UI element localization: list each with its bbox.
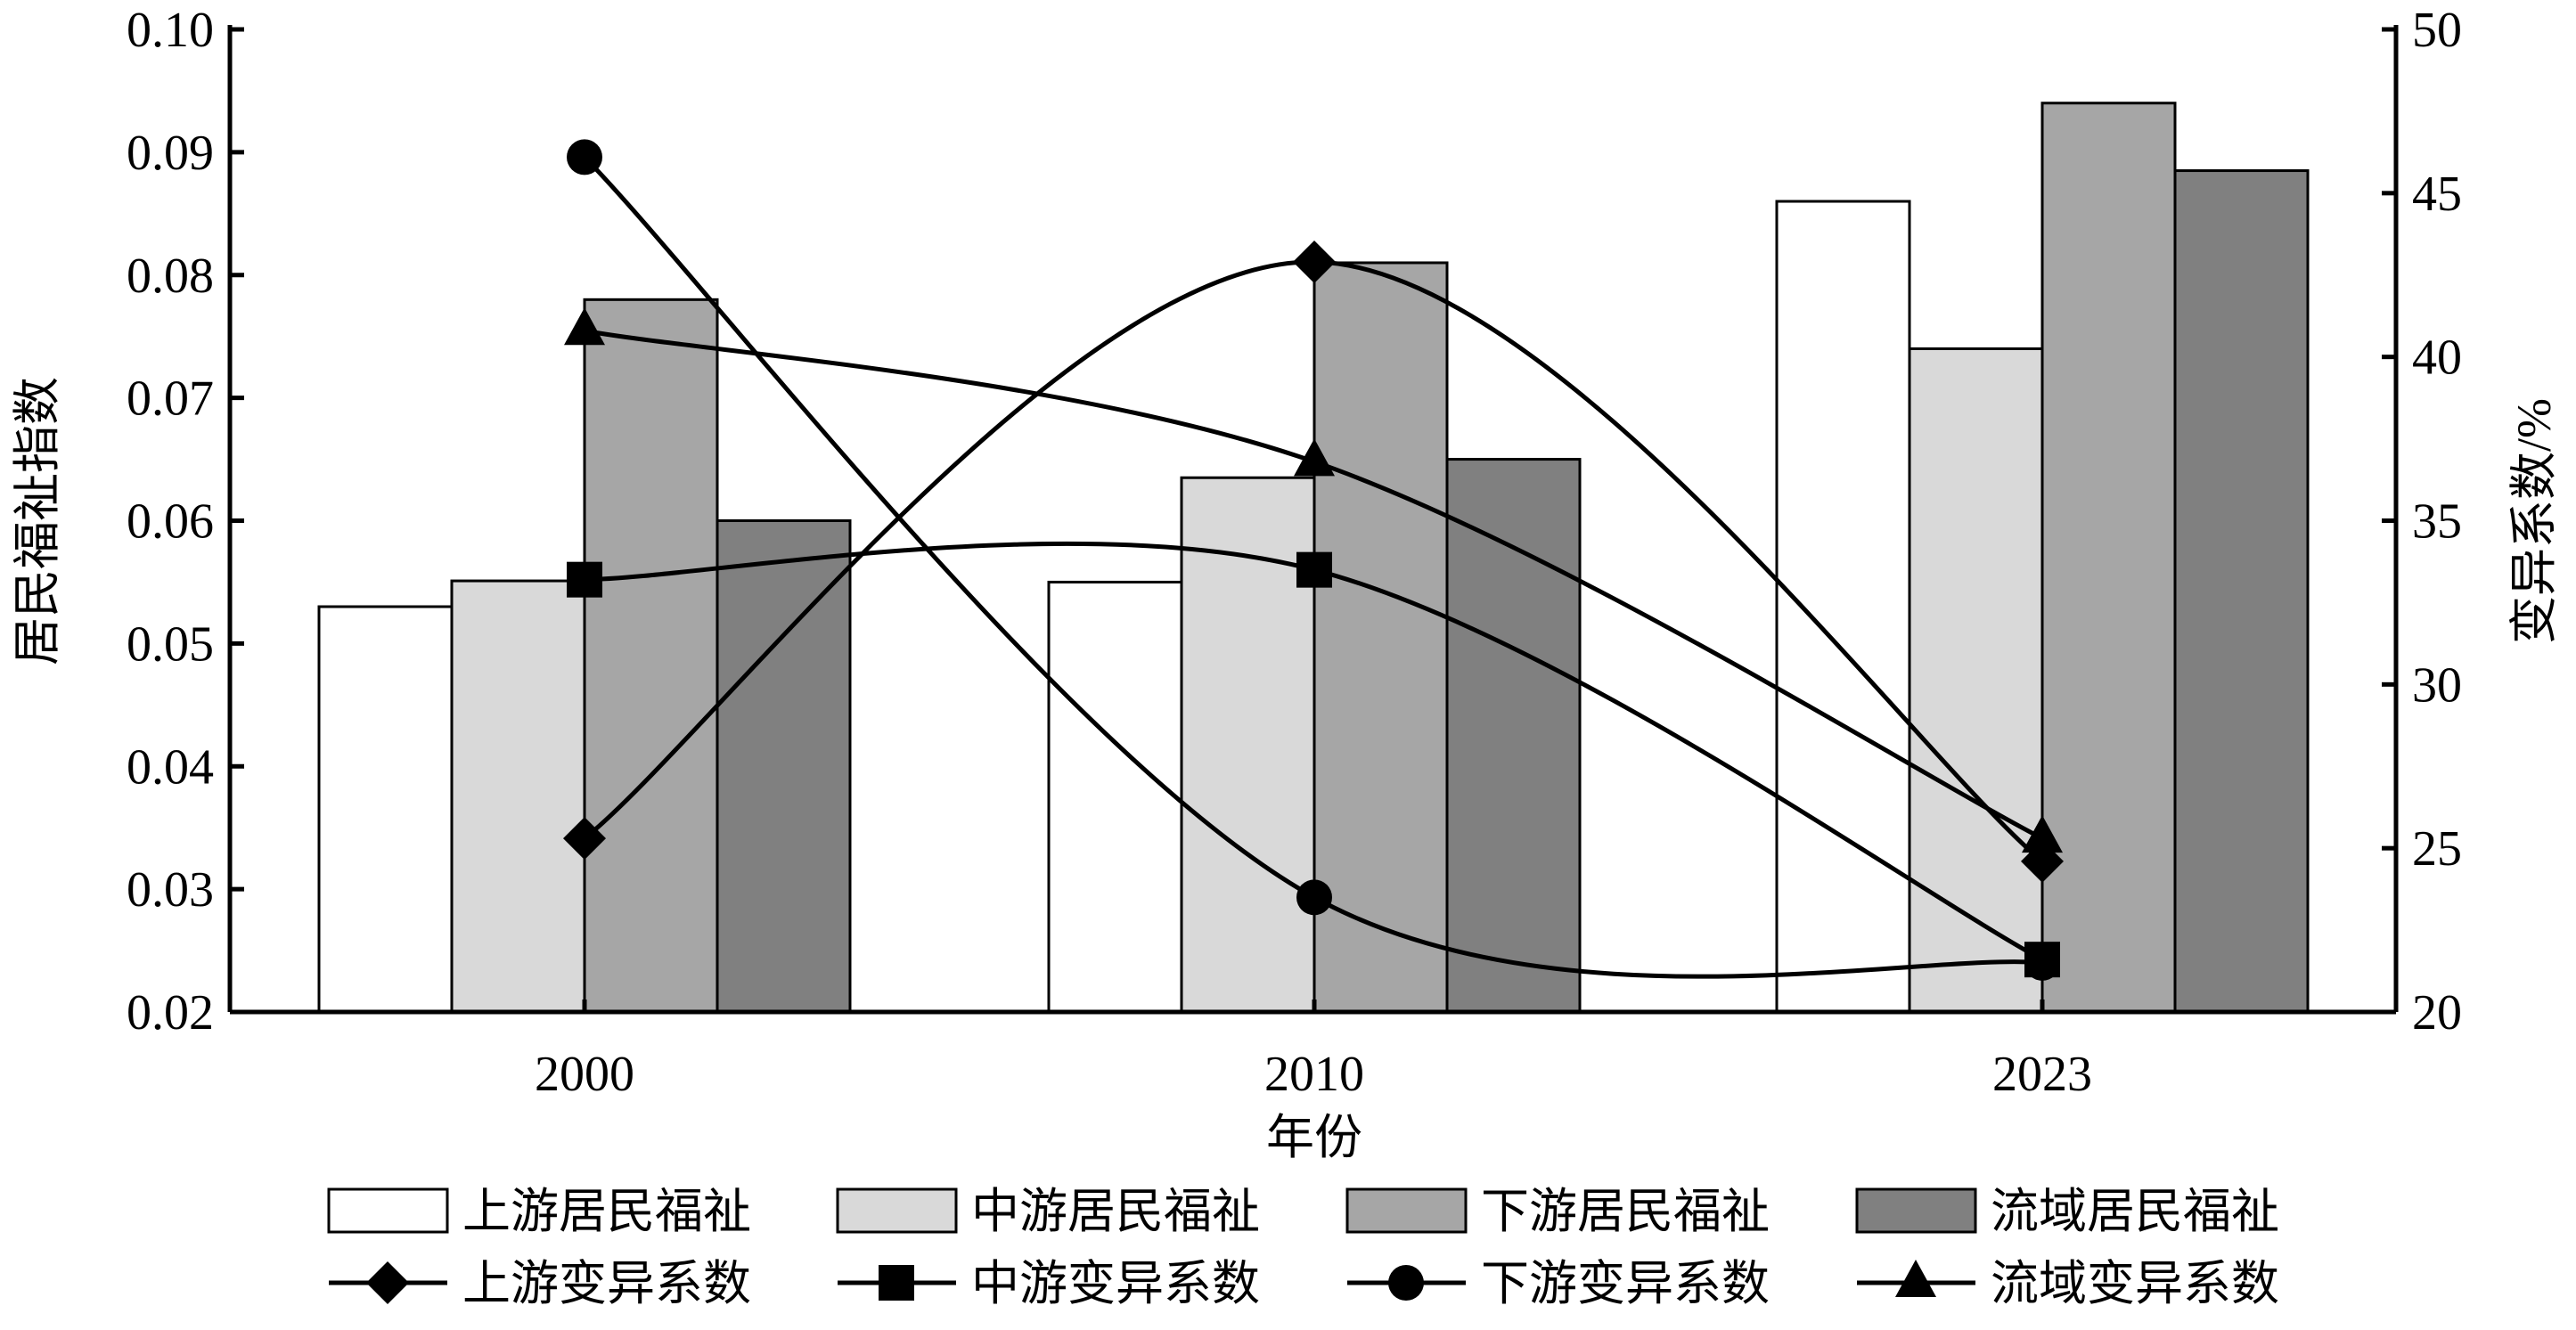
- y-tick-label: 0.04: [127, 739, 214, 795]
- y2-tick-label: 40: [2412, 330, 2462, 386]
- circle-marker: [1388, 1265, 1424, 1301]
- x-tick-label: 2000: [535, 1047, 634, 1102]
- diamond-marker: [1293, 241, 1336, 284]
- y2-tick-label: 30: [2412, 657, 2462, 713]
- legend-swatch: [327, 1187, 449, 1234]
- circle-marker: [567, 139, 602, 175]
- y2-tick-label: 50: [2412, 3, 2462, 58]
- y-tick-label: 0.05: [127, 616, 214, 672]
- legend-label: 下游居民福祉: [1481, 1185, 1770, 1238]
- bar: [450, 579, 586, 1014]
- square-marker: [1296, 551, 1332, 588]
- bar: [1047, 580, 1183, 1014]
- x-tick-label: 2023: [1992, 1047, 2092, 1102]
- line-series: [583, 155, 2043, 979]
- legend-label: 上游居民福祉: [462, 1185, 751, 1238]
- circle-marker: [2024, 944, 2060, 981]
- y2-tick-label: 35: [2412, 494, 2462, 550]
- y-axis-label: 居民福祉指数: [11, 377, 64, 665]
- bar: [2040, 102, 2177, 1014]
- legend-label: 上游变异系数: [462, 1257, 751, 1310]
- legend-swatch: [1855, 1187, 1977, 1234]
- legend-label: 中游变异系数: [971, 1257, 1260, 1310]
- legend-label: 流域居民福祉: [1991, 1185, 2279, 1238]
- legend-label: 流域变异系数: [1991, 1257, 2279, 1310]
- y-tick-label: 0.06: [127, 494, 214, 550]
- x-tick-label: 2010: [1264, 1047, 1364, 1102]
- bar: [2173, 169, 2310, 1014]
- x-axis-label: 年份: [1266, 1111, 1362, 1164]
- y2-axis-label: 变异系数/%: [2507, 398, 2561, 644]
- triangle-marker: [1294, 438, 1335, 477]
- triangle-marker: [1895, 1260, 1936, 1297]
- bar: [1445, 458, 1582, 1014]
- legend-label: 下游变异系数: [1481, 1257, 1770, 1310]
- square-marker: [567, 561, 602, 598]
- y-tick-label: 0.10: [127, 3, 214, 58]
- bars: [317, 102, 2310, 1014]
- y-tick-label: 0.07: [127, 371, 214, 427]
- square-marker: [879, 1265, 914, 1301]
- triangle-marker: [564, 307, 605, 346]
- legend-label: 中游居民福祉: [971, 1185, 1260, 1238]
- bar: [1313, 261, 1449, 1014]
- diamond-marker: [563, 817, 606, 861]
- y2-tick-label: 25: [2412, 821, 2462, 877]
- y2-tick-label: 20: [2412, 985, 2462, 1040]
- triangle-marker: [2022, 815, 2063, 853]
- legend-swatch: [836, 1187, 958, 1234]
- y2-tick-label: 45: [2412, 167, 2462, 222]
- y-tick-label: 0.03: [127, 862, 214, 918]
- y-tick-label: 0.02: [127, 985, 214, 1040]
- diamond-marker: [366, 1261, 409, 1304]
- axes: 0.02 0.03 0.04 0.05 0.06 0.07 0.08 0.09 0.10 20 25…: [127, 3, 2462, 1102]
- lines: [563, 139, 2064, 981]
- legend-swatch: [1345, 1187, 1468, 1234]
- bar: [583, 298, 719, 1014]
- circle-marker: [1296, 879, 1332, 916]
- bar: [1908, 347, 2044, 1014]
- bar: [716, 519, 852, 1014]
- bar: [317, 605, 454, 1014]
- bar: [1775, 200, 1911, 1014]
- y-tick-label: 0.08: [127, 249, 214, 304]
- y-tick-label: 0.09: [127, 126, 214, 181]
